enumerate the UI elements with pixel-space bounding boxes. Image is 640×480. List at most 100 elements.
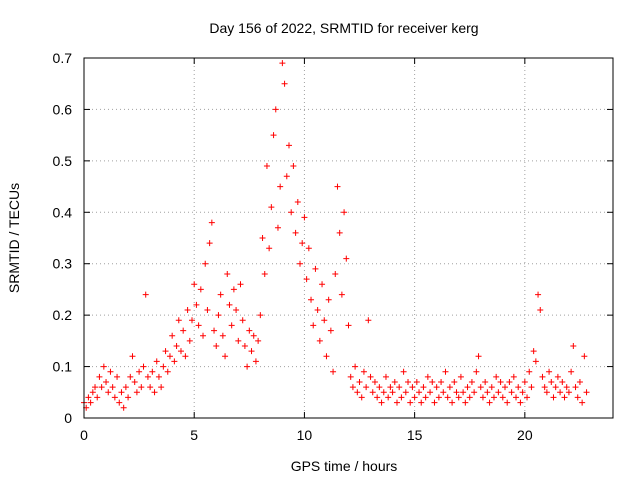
x-tick-label: 10 xyxy=(297,427,313,443)
data-point xyxy=(105,389,112,396)
data-point xyxy=(539,373,546,380)
data-point xyxy=(314,307,321,313)
data-point xyxy=(186,337,193,344)
data-point xyxy=(127,373,134,380)
data-point xyxy=(297,260,304,267)
data-point xyxy=(513,394,520,401)
data-point xyxy=(173,343,180,349)
data-point xyxy=(222,353,229,360)
y-tick-label: 0.6 xyxy=(53,101,73,117)
x-tick-label: 5 xyxy=(190,427,198,443)
data-point xyxy=(122,384,129,391)
data-point xyxy=(184,307,191,313)
y-tick-label: 0.7 xyxy=(53,50,73,66)
data-point xyxy=(532,358,539,365)
data-point xyxy=(402,389,409,396)
y-tick-label: 0.2 xyxy=(53,307,73,323)
data-point xyxy=(497,379,504,385)
data-point xyxy=(92,384,99,391)
data-point xyxy=(87,399,94,406)
data-point xyxy=(358,394,365,401)
data-point xyxy=(367,373,374,380)
data-point xyxy=(129,353,136,360)
data-point xyxy=(259,235,266,241)
x-tick-label: 20 xyxy=(517,427,533,443)
data-point xyxy=(171,358,178,365)
data-point xyxy=(482,379,489,385)
data-point xyxy=(345,322,352,329)
data-point xyxy=(409,384,416,391)
data-point xyxy=(228,322,235,329)
data-point xyxy=(501,384,508,391)
data-point xyxy=(290,163,297,169)
data-point xyxy=(446,384,453,391)
data-point xyxy=(175,317,182,324)
data-point xyxy=(327,327,334,334)
data-point xyxy=(270,132,277,139)
data-point xyxy=(272,106,279,113)
data-point xyxy=(341,209,348,216)
data-point xyxy=(363,384,370,391)
data-point xyxy=(548,379,555,385)
data-point xyxy=(451,379,458,385)
data-point xyxy=(435,394,442,401)
data-point xyxy=(400,368,407,375)
plot-frame xyxy=(83,57,614,419)
data-point xyxy=(524,394,531,401)
data-point xyxy=(263,163,270,169)
data-point xyxy=(197,286,204,293)
data-point xyxy=(382,373,389,380)
data-point xyxy=(398,394,405,401)
data-point xyxy=(416,389,423,396)
data-point xyxy=(475,353,482,360)
data-point xyxy=(557,389,564,396)
data-point xyxy=(356,379,363,385)
data-point xyxy=(334,183,341,190)
data-point xyxy=(144,373,151,380)
data-point xyxy=(204,307,211,313)
data-point xyxy=(151,389,158,396)
data-point xyxy=(107,368,114,375)
data-point xyxy=(537,307,544,313)
data-point xyxy=(374,394,381,401)
data-point xyxy=(255,337,262,344)
x-tick-label: 0 xyxy=(80,427,88,443)
data-point xyxy=(281,80,288,87)
data-point xyxy=(453,389,460,396)
data-point xyxy=(162,348,169,355)
data-point xyxy=(299,240,306,247)
data-point xyxy=(407,399,414,406)
data-point xyxy=(319,281,326,288)
data-point xyxy=(303,276,310,283)
data-point xyxy=(438,379,445,385)
data-point xyxy=(180,327,187,334)
data-point xyxy=(158,384,165,391)
data-point xyxy=(376,384,383,391)
data-point xyxy=(206,240,213,247)
data-point xyxy=(252,358,259,365)
data-point xyxy=(301,214,308,221)
data-points xyxy=(81,60,590,411)
data-point xyxy=(477,384,484,391)
data-point xyxy=(250,332,257,339)
data-point xyxy=(563,384,570,391)
data-point xyxy=(347,373,354,380)
data-point xyxy=(338,291,345,298)
data-point xyxy=(100,363,107,370)
data-point xyxy=(526,368,533,375)
data-point xyxy=(554,373,561,380)
data-point xyxy=(125,394,132,401)
data-point xyxy=(244,363,251,370)
data-point xyxy=(508,389,515,396)
data-point xyxy=(479,394,486,401)
data-point xyxy=(155,373,162,380)
data-point xyxy=(389,389,396,396)
data-point xyxy=(120,404,127,411)
data-point xyxy=(442,368,449,375)
data-point xyxy=(177,348,184,355)
data-point xyxy=(215,312,222,319)
data-point xyxy=(310,322,317,329)
data-point xyxy=(471,389,478,396)
data-point xyxy=(321,317,328,324)
